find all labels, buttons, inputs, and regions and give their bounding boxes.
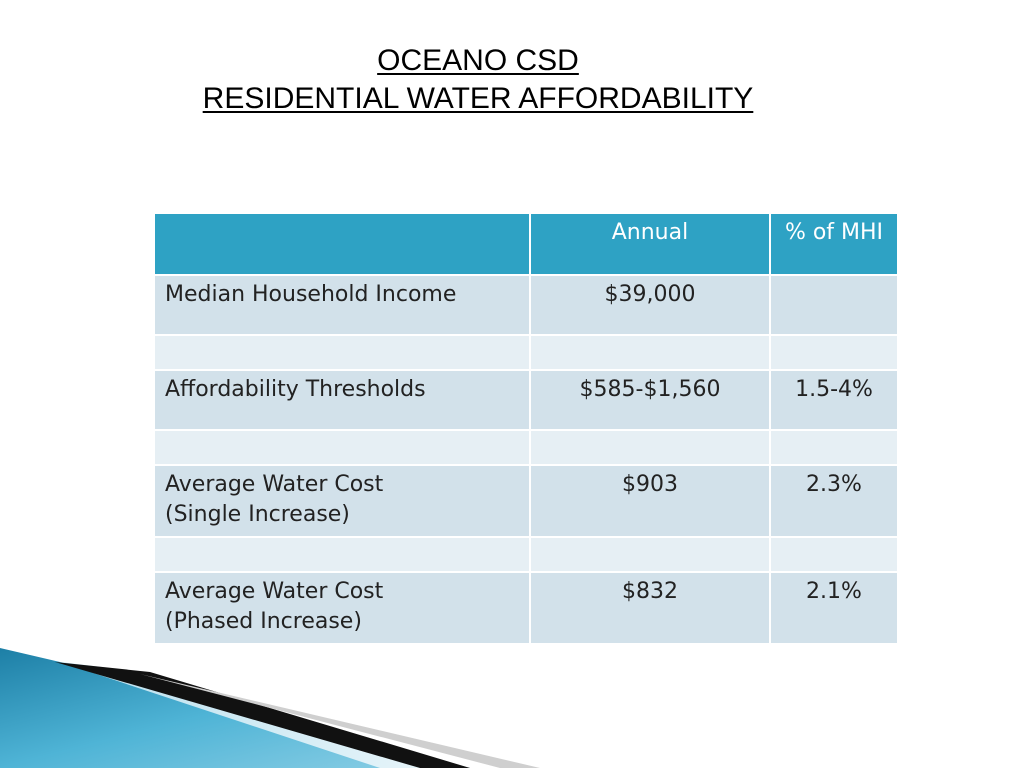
annual-cell: $39,000 [529,274,771,336]
row-label: Average Water Cost (Single Increase) [153,464,531,538]
annual-cell: $585-$1,560 [529,369,771,431]
pct-cell: 2.3% [769,464,899,538]
header-cell-pct-mhi: % of MHI [769,212,899,276]
black-swoosh [55,662,470,768]
table-row-median-income: Median Household Income $39,000 [153,274,899,336]
annual-cell: $903 [529,464,771,538]
table-row-single-increase: Average Water Cost (Single Increase) $90… [153,464,899,538]
spacer-cell [153,536,531,573]
grey-swoosh [140,674,540,768]
row-label-line: Affordability Thresholds [165,377,426,402]
spacer-cell [769,536,899,573]
table-row-affordability-thresholds: Affordability Thresholds $585-$1,560 1.5… [153,369,899,431]
row-label-subline: (Single Increase) [165,502,350,527]
spacer-cell [769,334,899,371]
spacer-cell [153,334,531,371]
header-cell-blank [153,212,531,276]
affordability-table-container: Annual % of MHI Median Household Income … [153,212,899,645]
table-spacer-row [153,429,899,466]
affordability-table: Annual % of MHI Median Household Income … [153,212,899,645]
row-label-subline: (Phased Increase) [165,609,362,634]
spacer-cell [529,334,771,371]
row-label-line: Average Water Cost [165,472,384,497]
row-label: Affordability Thresholds [153,369,531,431]
table-header-row: Annual % of MHI [153,212,899,276]
row-label-line: Average Water Cost [165,579,384,604]
slide-title: OCEANO CSD RESIDENTIAL WATER AFFORDABILI… [0,42,956,118]
pct-cell [769,274,899,336]
row-label-line: Median Household Income [165,282,457,307]
row-label: Average Water Cost (Phased Increase) [153,571,531,645]
title-line-2: RESIDENTIAL WATER AFFORDABILITY [202,82,754,115]
table-row-phased-increase: Average Water Cost (Phased Increase) $83… [153,571,899,645]
spacer-cell [529,429,771,466]
row-label: Median Household Income [153,274,531,336]
title-line-1: OCEANO CSD [377,44,579,77]
table-spacer-row [153,536,899,573]
pct-cell: 2.1% [769,571,899,645]
pct-cell: 1.5-4% [769,369,899,431]
header-cell-annual: Annual [529,212,771,276]
table-spacer-row [153,334,899,371]
spacer-cell [153,429,531,466]
annual-cell: $832 [529,571,771,645]
decorative-swoosh [0,648,540,768]
spacer-cell [529,536,771,573]
spacer-cell [769,429,899,466]
